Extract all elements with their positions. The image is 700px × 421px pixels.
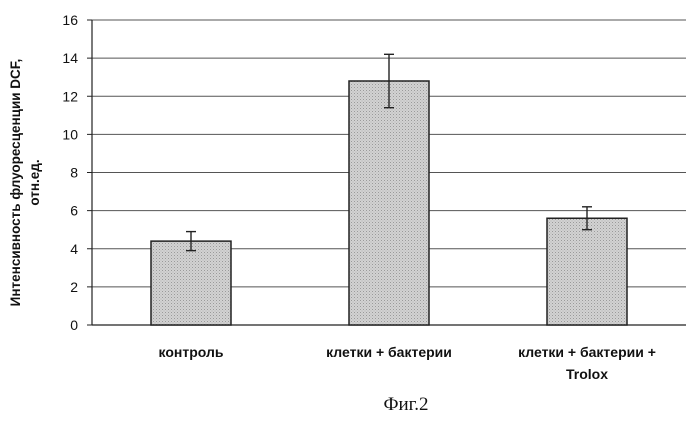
x-category-label-1: контроль [159, 344, 224, 360]
y-tick-label: 14 [62, 50, 78, 66]
y-tick-label: 12 [62, 88, 78, 104]
y-tick-labels: 0 2 4 6 8 10 12 14 16 [62, 12, 78, 333]
category-line: клетки + бактерии [326, 344, 452, 360]
bar-2 [349, 81, 429, 325]
y-axis-label: Интенсивность флуоресценции DCF, отн.ед. [8, 59, 42, 307]
y-tick-label: 2 [70, 279, 78, 295]
y-tick-label: 10 [62, 126, 78, 142]
x-category-label-3: клетки + бактерии + Trolox [518, 344, 656, 382]
y-axis-label-group: Интенсивность флуоресценции DCF, отн.ед. [8, 59, 42, 307]
y-tick-label: 0 [70, 317, 78, 333]
y-tick-label: 8 [70, 165, 78, 181]
category-line: Trolox [566, 366, 608, 382]
bars [151, 81, 627, 325]
bar-3 [547, 218, 627, 325]
y-tick-label: 16 [62, 12, 78, 28]
y-axis-label-line-1: Интенсивность флуоресценции DCF, [8, 59, 23, 307]
y-tick-label: 4 [70, 241, 78, 257]
y-tick-label: 6 [70, 203, 78, 219]
bar-1 [151, 241, 231, 325]
x-category-labels: контроль клетки + бактерии клетки + бактер… [159, 344, 656, 382]
category-line: клетки + бактерии + [518, 344, 656, 360]
y-axis-label-line-2: отн.ед. [27, 159, 42, 205]
x-category-label-2: клетки + бактерии [326, 344, 452, 360]
category-line: контроль [159, 344, 224, 360]
figure-caption: Фиг.2 [383, 394, 428, 415]
